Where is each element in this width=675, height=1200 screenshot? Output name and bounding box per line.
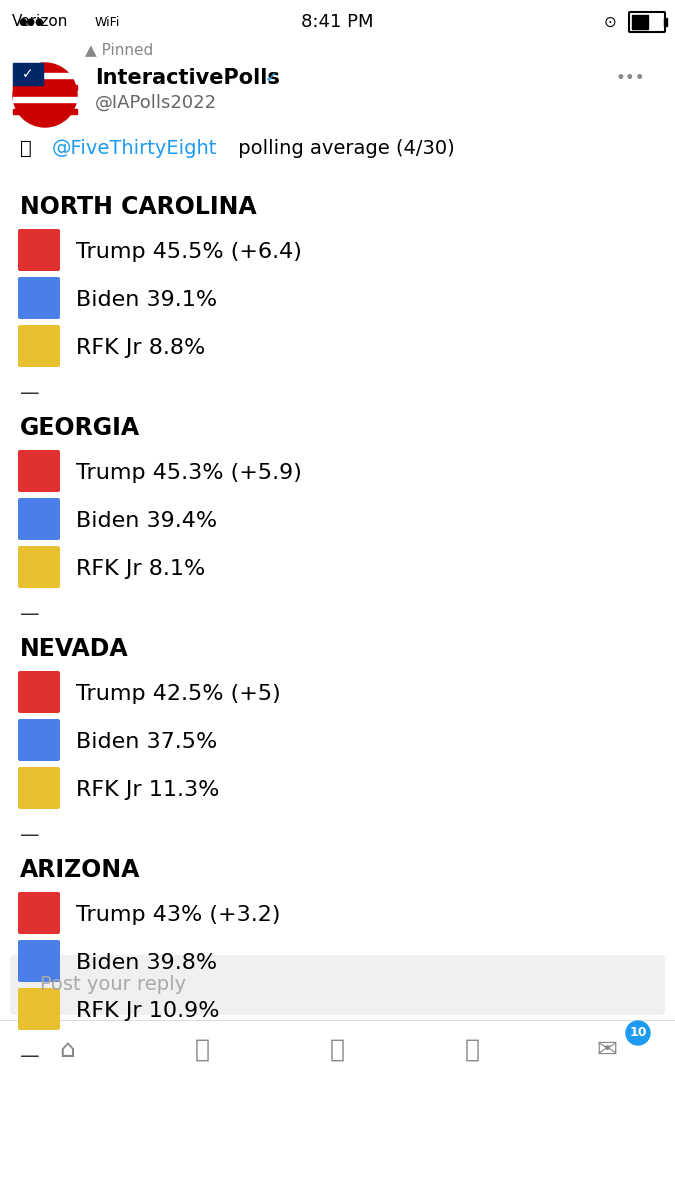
Bar <box>13 85 77 90</box>
Text: ✓: ✓ <box>265 71 277 85</box>
Text: —: — <box>20 1046 40 1066</box>
FancyBboxPatch shape <box>18 498 60 540</box>
Text: polling average (4/30): polling average (4/30) <box>232 138 455 157</box>
Text: —: — <box>20 826 40 845</box>
Text: RFK Jr 8.8%: RFK Jr 8.8% <box>76 338 205 358</box>
FancyBboxPatch shape <box>18 546 60 588</box>
Text: @FiveThirtyEight: @FiveThirtyEight <box>52 138 217 157</box>
Bar <box>13 62 43 85</box>
Text: 📊: 📊 <box>20 138 32 157</box>
Text: InteractivePolls: InteractivePolls <box>95 68 280 88</box>
Bar <box>632 14 648 29</box>
Text: 🗉: 🗉 <box>329 1038 344 1062</box>
FancyBboxPatch shape <box>18 229 60 271</box>
Text: ⊙: ⊙ <box>603 14 616 30</box>
Text: @IAPolls2022: @IAPolls2022 <box>95 94 217 112</box>
Text: Biden 39.4%: Biden 39.4% <box>76 511 217 530</box>
Text: Biden 39.1%: Biden 39.1% <box>76 290 217 310</box>
Text: 8:41 PM: 8:41 PM <box>301 13 373 31</box>
Text: NEVADA: NEVADA <box>20 637 129 661</box>
Text: —: — <box>20 384 40 403</box>
Text: ARIZONA: ARIZONA <box>20 858 140 882</box>
FancyBboxPatch shape <box>629 12 665 32</box>
Text: ▲ Pinned: ▲ Pinned <box>85 42 153 58</box>
Text: Biden 37.5%: Biden 37.5% <box>76 732 217 752</box>
Bar <box>13 109 77 114</box>
FancyBboxPatch shape <box>18 325 60 367</box>
Text: RFK Jr 11.3%: RFK Jr 11.3% <box>76 780 219 800</box>
Text: 10: 10 <box>629 1026 647 1039</box>
Text: —: — <box>20 605 40 624</box>
Text: ●●●: ●●● <box>18 17 43 26</box>
Text: NORTH CAROLINA: NORTH CAROLINA <box>20 194 256 218</box>
Text: RFK Jr 8.1%: RFK Jr 8.1% <box>76 559 205 578</box>
Bar <box>664 18 667 26</box>
Text: Trump 45.5% (+6.4): Trump 45.5% (+6.4) <box>76 242 302 262</box>
FancyBboxPatch shape <box>18 892 60 934</box>
Circle shape <box>13 62 77 127</box>
Text: 🔔: 🔔 <box>464 1038 479 1062</box>
Text: Trump 43% (+3.2): Trump 43% (+3.2) <box>76 905 281 925</box>
Text: ⌂: ⌂ <box>59 1038 75 1062</box>
Text: •••: ••• <box>615 68 645 86</box>
FancyBboxPatch shape <box>18 767 60 809</box>
Circle shape <box>626 1021 650 1045</box>
Text: Trump 45.3% (+5.9): Trump 45.3% (+5.9) <box>76 463 302 482</box>
Text: Post your reply: Post your reply <box>40 976 186 995</box>
Text: ✉: ✉ <box>597 1038 618 1062</box>
Text: WiFi: WiFi <box>95 16 120 29</box>
FancyBboxPatch shape <box>18 988 60 1030</box>
Text: Biden 39.8%: Biden 39.8% <box>76 953 217 973</box>
Text: GEORGIA: GEORGIA <box>20 416 140 440</box>
Text: Verizon: Verizon <box>12 14 68 30</box>
Bar <box>13 73 77 78</box>
Text: Trump 42.5% (+5): Trump 42.5% (+5) <box>76 684 281 704</box>
Text: RFK Jr 10.9%: RFK Jr 10.9% <box>76 1001 219 1021</box>
FancyBboxPatch shape <box>18 277 60 319</box>
FancyBboxPatch shape <box>18 450 60 492</box>
FancyBboxPatch shape <box>18 719 60 761</box>
Text: 🔍: 🔍 <box>194 1038 209 1062</box>
FancyBboxPatch shape <box>18 671 60 713</box>
FancyBboxPatch shape <box>18 940 60 982</box>
FancyBboxPatch shape <box>10 955 665 1015</box>
Bar <box>13 97 77 102</box>
Text: ✓: ✓ <box>22 67 34 80</box>
